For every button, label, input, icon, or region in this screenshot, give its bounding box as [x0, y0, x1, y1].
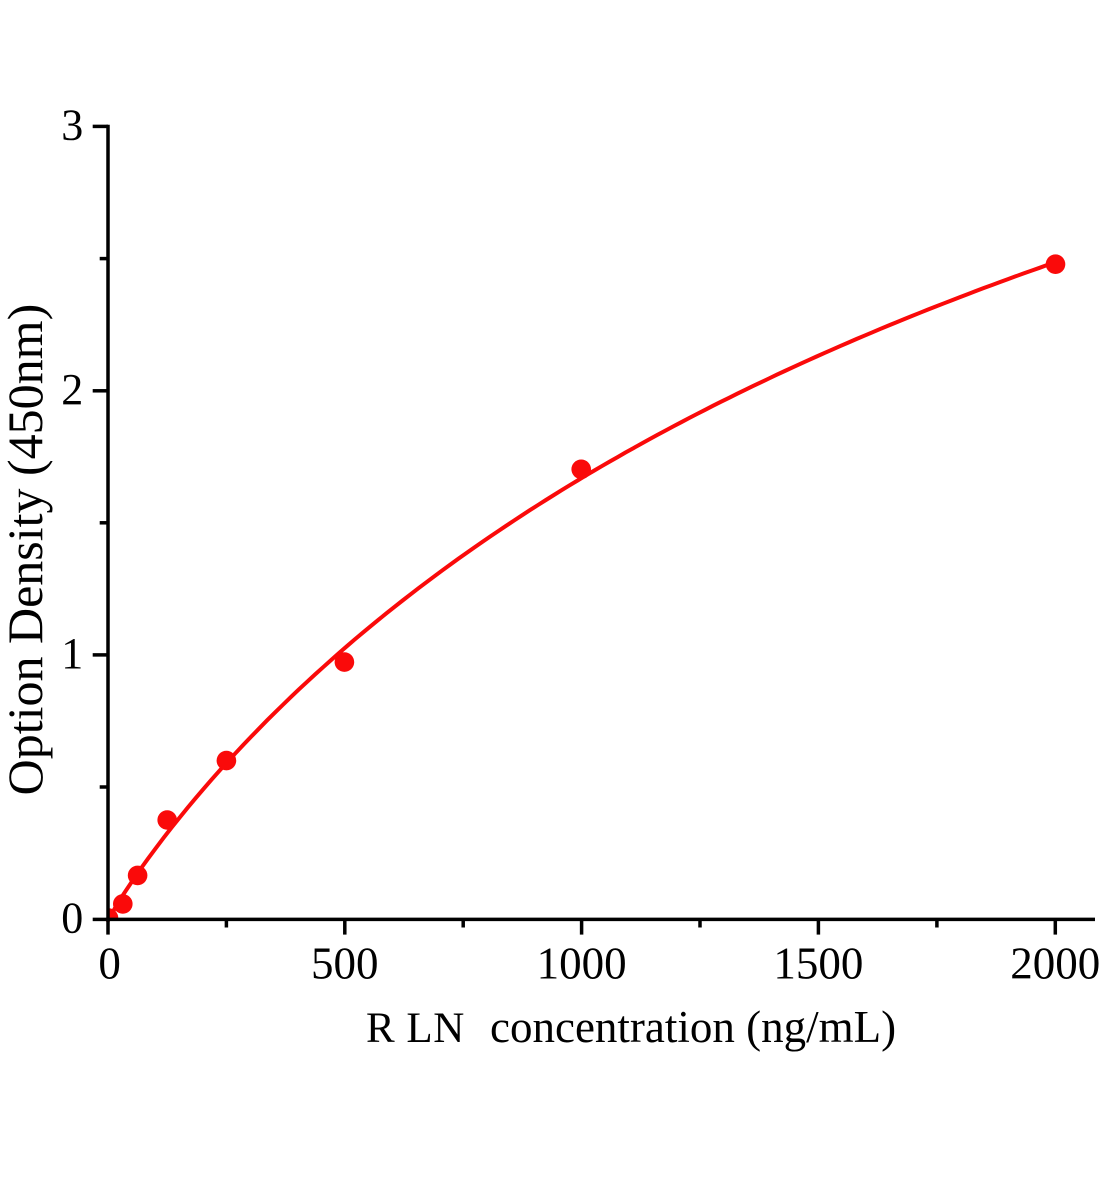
svg-text:R LN: R LN: [366, 1005, 465, 1052]
svg-text:3: 3: [61, 100, 83, 149]
svg-text:0: 0: [61, 893, 83, 942]
svg-text:500: 500: [311, 939, 379, 989]
svg-text:0: 0: [98, 939, 121, 989]
svg-text:2: 2: [61, 365, 83, 414]
svg-text:1: 1: [61, 629, 83, 678]
svg-text:Option Density (450nm): Option Density (450nm): [0, 304, 53, 796]
svg-text:1500: 1500: [773, 939, 863, 989]
svg-text:concentration (ng/mL): concentration (ng/mL): [490, 1002, 896, 1052]
svg-text:2000: 2000: [1010, 939, 1100, 989]
svg-text:1000: 1000: [537, 939, 627, 989]
